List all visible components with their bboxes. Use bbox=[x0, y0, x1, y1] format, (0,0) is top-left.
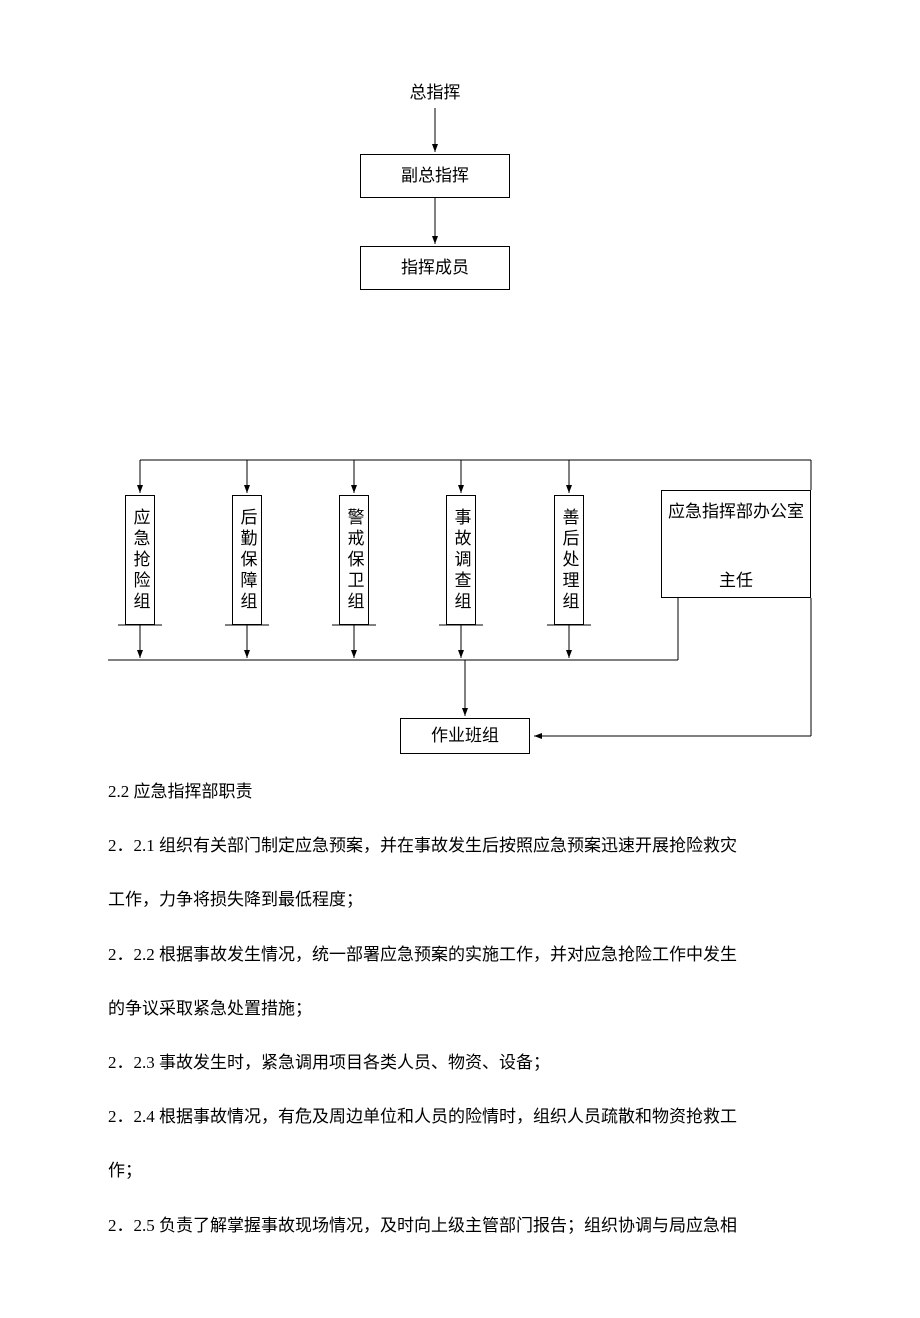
node-commander: 总指挥 bbox=[395, 82, 475, 104]
para-2-2-4a: 2．2.4 根据事故情况，有危及周边单位和人员的险情时，组织人员疏散和物资抢救工 bbox=[108, 1095, 812, 1139]
node-group-aftermath: 善后处理组 bbox=[554, 495, 584, 625]
para-2-2-5: 2．2.5 负责了解掌握事故现场情况，及时向上级主管部门报告；组织协调与局应急相 bbox=[108, 1204, 812, 1248]
org-flowchart: 总指挥 副总指挥 指挥成员 应急抢险组 后勤保障组 警戒保卫组 事故调查组 善后… bbox=[0, 0, 920, 770]
node-office: 应急指挥部办公室 主任 bbox=[661, 490, 811, 598]
heading-2-2: 2.2 应急指挥部职责 bbox=[108, 770, 812, 814]
node-deputy: 副总指挥 bbox=[360, 154, 510, 198]
para-2-2-1b: 工作，力争将损失降到最低程度； bbox=[108, 878, 812, 922]
para-2-2-3: 2．2.3 事故发生时，紧急调用项目各类人员、物资、设备； bbox=[108, 1041, 812, 1085]
node-team: 作业班组 bbox=[400, 718, 530, 754]
node-members: 指挥成员 bbox=[360, 246, 510, 290]
node-group-security: 警戒保卫组 bbox=[339, 495, 369, 625]
para-2-2-4b: 作； bbox=[108, 1149, 812, 1193]
node-office-title: 应急指挥部办公室 bbox=[666, 497, 806, 522]
node-group-rescue: 应急抢险组 bbox=[125, 495, 155, 625]
node-group-investigation: 事故调查组 bbox=[446, 495, 476, 625]
node-office-role: 主任 bbox=[666, 566, 806, 591]
para-2-2-1a: 2．2.1 组织有关部门制定应急预案，并在事故发生后按照应急预案迅速开展抢险救灾 bbox=[108, 824, 812, 868]
para-2-2-2b: 的争议采取紧急处置措施； bbox=[108, 987, 812, 1031]
flowchart-lines bbox=[0, 0, 920, 770]
para-2-2-2a: 2．2.2 根据事故发生情况，统一部署应急预案的实施工作，并对应急抢险工作中发生 bbox=[108, 933, 812, 977]
node-group-logistics: 后勤保障组 bbox=[232, 495, 262, 625]
body-text: 2.2 应急指挥部职责 2．2.1 组织有关部门制定应急预案，并在事故发生后按照… bbox=[0, 770, 920, 1318]
